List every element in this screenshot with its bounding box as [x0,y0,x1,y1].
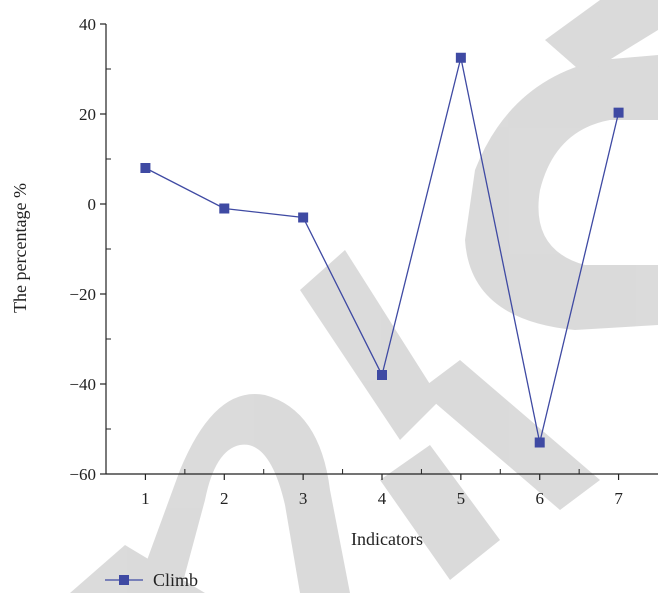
x-axis-title: Indicators [351,529,423,549]
y-tick-label-3: 0 [88,195,97,214]
x-tick-label-0: 1 [141,489,150,508]
data-point-3 [298,212,309,223]
x-tick-label-2: 3 [299,489,308,508]
y-tick-label-4: 20 [79,105,96,124]
y-tick-label-1: −40 [69,375,96,394]
legend: Climb [105,570,198,590]
x-tick-label-6: 7 [614,489,623,508]
x-tick-label-1: 2 [220,489,229,508]
x-tick-label-5: 6 [535,489,544,508]
x-tick-label-3: 4 [378,489,387,508]
plot-area: −60 −40 −20 0 20 40 1 2 3 4 5 6 7 [69,15,658,508]
legend-label-climb: Climb [153,570,198,590]
data-point-7 [613,107,624,118]
x-tick-label-4: 5 [457,489,466,508]
data-point-5 [455,52,466,63]
legend-marker-icon [119,575,129,585]
y-tick-label-5: 40 [79,15,96,34]
retracted-watermark [70,0,658,593]
data-point-6 [534,437,545,448]
data-point-2 [219,203,230,214]
y-axis-title: The percentage % [10,183,30,313]
y-tick-label-0: −60 [69,465,96,484]
y-tick-label-2: −20 [69,285,96,304]
data-point-1 [140,163,151,173]
data-point-4 [377,370,387,380]
